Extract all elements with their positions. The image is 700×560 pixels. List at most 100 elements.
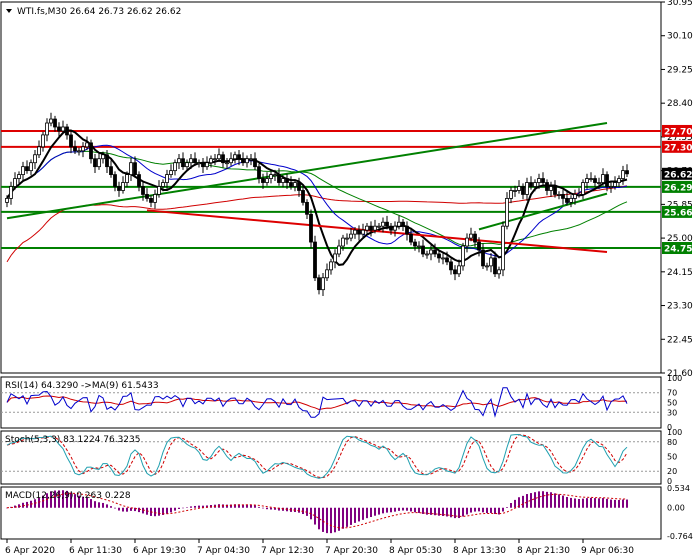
candle-body — [313, 241, 317, 279]
macd-histogram-bar — [606, 498, 608, 508]
candle-body — [449, 261, 453, 271]
macd-histogram-bar — [470, 507, 472, 513]
candle-body — [497, 269, 501, 275]
stoch-tick-label: 0 — [667, 477, 672, 486]
macd-histogram-bar — [442, 507, 444, 517]
macd-histogram-bar — [182, 507, 184, 509]
macd-histogram-bar — [410, 507, 412, 512]
candle-body — [61, 126, 65, 132]
candle-body — [481, 249, 485, 267]
candle-body — [209, 158, 213, 164]
macd-tick-label: -0.764 — [667, 532, 693, 541]
candle-body — [141, 186, 145, 195]
macd-histogram-bar — [418, 507, 420, 513]
macd-histogram-bar — [98, 502, 100, 508]
candle-body — [561, 194, 565, 199]
candle-body — [589, 178, 593, 180]
candle-body — [381, 221, 385, 227]
support-resistance-levels — [1, 129, 661, 250]
candle-body — [9, 186, 13, 199]
macd-histogram-bar — [130, 507, 132, 511]
chevron-down-icon[interactable] — [6, 9, 12, 13]
macd-histogram-bar — [158, 507, 160, 516]
candle-body — [133, 162, 137, 176]
macd-histogram-bar — [586, 498, 588, 508]
candle-body — [25, 166, 29, 172]
candle-body — [593, 178, 597, 183]
macd-histogram-bar — [450, 507, 452, 518]
candle-body — [189, 158, 193, 164]
candle-body — [337, 245, 341, 255]
macd-histogram-bar — [558, 494, 560, 508]
candle-body — [57, 126, 61, 132]
candle-body — [285, 178, 289, 183]
time-tick-label: 6 Apr 19:30 — [133, 546, 186, 556]
macd-histogram-bar — [482, 507, 484, 513]
candlestick-series — [5, 112, 629, 297]
candle-body — [113, 174, 117, 187]
macd-histogram-bar — [398, 507, 400, 511]
macd-histogram-bar — [154, 507, 156, 517]
macd-indicator: 0.534 0.00 -0.764 — [6, 484, 693, 541]
stoch-tick-label: 20 — [667, 467, 677, 476]
macd-histogram-bar — [350, 507, 352, 525]
macd-histogram-bar — [22, 502, 24, 508]
candle-body — [41, 134, 45, 148]
time-tick-label: 9 Apr 06:30 — [581, 546, 634, 556]
macd-histogram-bar — [518, 497, 520, 508]
candle-body — [157, 186, 161, 195]
candle-body — [537, 178, 541, 183]
macd-histogram-bar — [94, 501, 96, 508]
candle-body — [281, 178, 285, 183]
macd-histogram-bar — [18, 504, 20, 508]
candle-body — [477, 241, 481, 251]
candle-body — [77, 150, 81, 153]
candle-body — [489, 257, 493, 267]
candle-body — [297, 182, 301, 191]
ma-fast-line — [6, 129, 628, 266]
candle-body — [613, 182, 617, 187]
macd-histogram-bar — [190, 506, 192, 508]
candle-body — [341, 237, 345, 247]
rsi-line — [6, 387, 628, 418]
candle-body — [105, 154, 109, 168]
macd-histogram-bar — [258, 506, 260, 508]
rsi-panel — [0, 376, 662, 429]
candle-body — [321, 277, 325, 291]
candle-body — [225, 162, 229, 165]
candle-body — [517, 186, 521, 191]
macd-tick-label: 0.00 — [667, 504, 685, 513]
candle-body — [245, 158, 249, 164]
candle-body — [353, 229, 357, 235]
macd-histogram-bar — [530, 493, 532, 508]
macd-histogram-bar — [58, 490, 60, 508]
trendlines — [6, 122, 608, 253]
current-price-label: 26.62 — [664, 170, 692, 180]
candle-body — [33, 154, 37, 164]
candle-body — [249, 158, 253, 161]
macd-histogram-bar — [334, 507, 336, 533]
candle-body — [369, 225, 373, 231]
macd-histogram-bar — [486, 507, 488, 514]
macd-histogram-bar — [502, 507, 504, 512]
candle-body — [253, 158, 257, 168]
macd-histogram-bar — [406, 507, 408, 511]
candle-body — [617, 178, 621, 183]
candle-body — [109, 166, 113, 176]
candle-body — [117, 186, 121, 191]
macd-histogram-bar — [510, 503, 512, 508]
candle-body — [153, 194, 157, 203]
macd-histogram-bar — [62, 490, 64, 508]
level-tag — [662, 242, 692, 255]
moving-averages — [6, 129, 628, 266]
macd-histogram-bar — [254, 505, 256, 508]
candle-body — [513, 190, 517, 192]
macd-histogram-bar — [250, 504, 252, 508]
macd-histogram-bar — [506, 507, 508, 508]
macd-histogram-bar — [474, 507, 476, 512]
candle-body — [349, 233, 353, 239]
stoch-tick-label: 100 — [667, 428, 682, 437]
candle-body — [601, 174, 605, 183]
